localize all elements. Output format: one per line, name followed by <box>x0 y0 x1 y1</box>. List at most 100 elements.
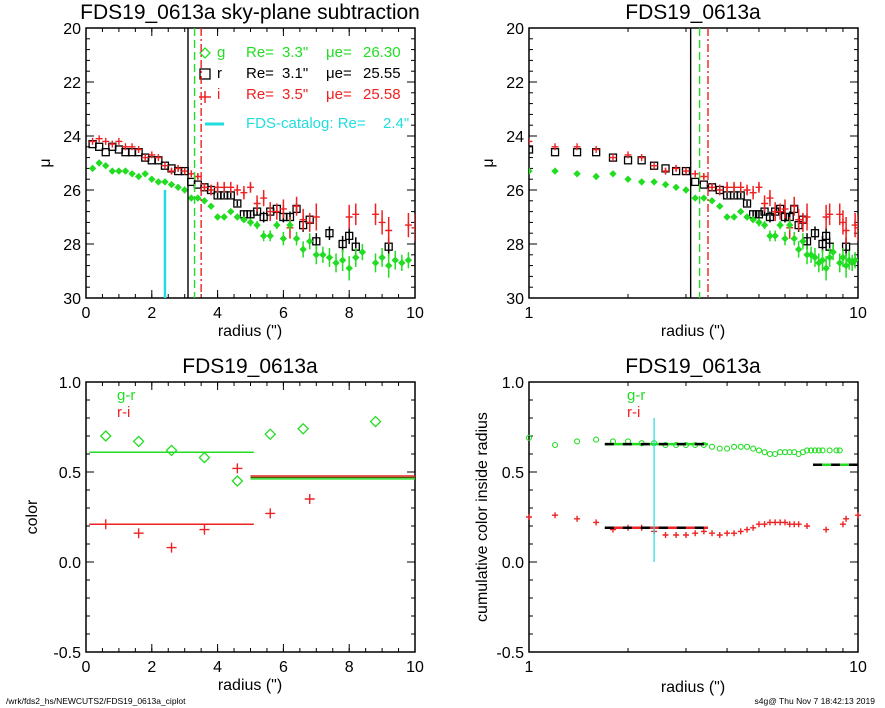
point-g-r <box>574 438 581 445</box>
point-r <box>691 177 700 187</box>
y-tick-label: -0.5 <box>496 645 524 662</box>
point-g <box>325 253 334 262</box>
point-r-i <box>761 521 768 528</box>
x-tick-label: 8 <box>345 659 354 676</box>
y-tick-label: 24 <box>506 129 524 146</box>
point-g-r <box>593 436 600 443</box>
point-r <box>95 142 104 151</box>
legend-r-mue-label: μe= <box>326 65 352 82</box>
point-g <box>279 234 288 243</box>
point-g <box>637 178 646 186</box>
point-g-r <box>750 445 757 452</box>
point-i <box>551 143 559 151</box>
legend-i-label: i <box>217 86 220 103</box>
point-g <box>691 194 699 202</box>
point-g <box>115 167 123 175</box>
point-g <box>743 213 751 221</box>
point-g <box>213 213 222 221</box>
point-r <box>338 239 347 249</box>
point-g <box>573 170 581 178</box>
point-g <box>624 175 632 183</box>
panel3-data <box>89 415 415 553</box>
point-i <box>730 183 738 191</box>
legend-catalog-re: 2.4" <box>383 115 409 132</box>
x-tick-label: 10 <box>406 305 424 322</box>
point-i <box>650 162 658 170</box>
point-g <box>102 161 110 170</box>
x-tick-label: 4 <box>213 305 222 322</box>
point-g <box>592 172 600 181</box>
point-g-r <box>297 422 310 435</box>
point-r <box>259 212 268 222</box>
point-g <box>246 218 255 227</box>
point-i <box>161 162 169 170</box>
point-r-i <box>843 515 850 522</box>
point-r-i <box>744 526 751 533</box>
point-g <box>755 218 763 227</box>
point-g-r <box>761 449 768 456</box>
x-tick-label: 0 <box>82 305 91 322</box>
point-g <box>88 164 97 173</box>
point-i <box>743 186 751 194</box>
point-r-i <box>526 514 532 520</box>
point-i <box>776 208 784 216</box>
point-g-r <box>264 428 277 441</box>
point-i <box>233 186 241 194</box>
point-i <box>766 194 774 202</box>
point-r-i <box>755 521 762 528</box>
point-g <box>312 251 321 259</box>
x-tick-label: 1 <box>525 305 534 322</box>
legend-r-square-marker <box>199 68 211 80</box>
point-g <box>842 261 850 270</box>
point-g <box>200 197 209 205</box>
x-tick-label: 2 <box>147 305 156 322</box>
y-tick-label: 28 <box>506 237 524 254</box>
x-tick-label: 10 <box>406 659 424 676</box>
point-g <box>154 178 163 186</box>
point-g <box>187 194 195 202</box>
point-i <box>345 213 353 221</box>
point-i <box>194 173 202 180</box>
point-g <box>776 221 784 229</box>
y-tick-label: 24 <box>63 129 81 146</box>
panel1-legend: g Re= 3.3" μe= 26.30 r Re= 3.1" μe= 25.5… <box>199 44 409 132</box>
point-g-r <box>198 451 211 464</box>
legend-r-re: 3.1" <box>282 65 308 82</box>
point-g <box>384 261 393 270</box>
point-r-i <box>709 530 716 537</box>
point-i <box>795 216 803 224</box>
point-i <box>95 135 103 143</box>
y-tick-label: 30 <box>506 291 524 308</box>
panel4-legend-ri: r-i <box>627 404 640 421</box>
legend-g-label: g <box>217 44 225 61</box>
point-g-r <box>737 443 744 450</box>
point-r-i <box>692 530 699 537</box>
point-g <box>338 256 347 264</box>
y-tick-label: 30 <box>63 291 81 308</box>
point-g-r <box>755 447 763 454</box>
point-g <box>121 167 130 175</box>
point-g-r <box>231 475 244 487</box>
point-g <box>259 232 268 240</box>
point-r-i <box>855 512 861 519</box>
point-g <box>836 259 844 267</box>
y-tick-label: 26 <box>506 183 524 200</box>
point-g-r <box>743 443 751 450</box>
point-g-r <box>730 443 738 450</box>
point-r-i <box>724 530 731 537</box>
panel3-legend-gr: g-r <box>117 387 135 404</box>
point-i <box>312 213 320 221</box>
legend-i-re-label: Re= <box>246 86 274 103</box>
panel2-axes: 1 10 20 22 24 26 28 30 <box>506 21 867 322</box>
point-g <box>736 207 745 216</box>
point-r-i <box>662 532 669 538</box>
point-g <box>730 213 738 221</box>
point-i <box>737 183 745 191</box>
point-r <box>754 210 764 219</box>
point-g-r <box>819 447 826 454</box>
point-i <box>174 164 182 172</box>
point-r-i <box>552 512 559 519</box>
panel4-data <box>525 418 861 562</box>
